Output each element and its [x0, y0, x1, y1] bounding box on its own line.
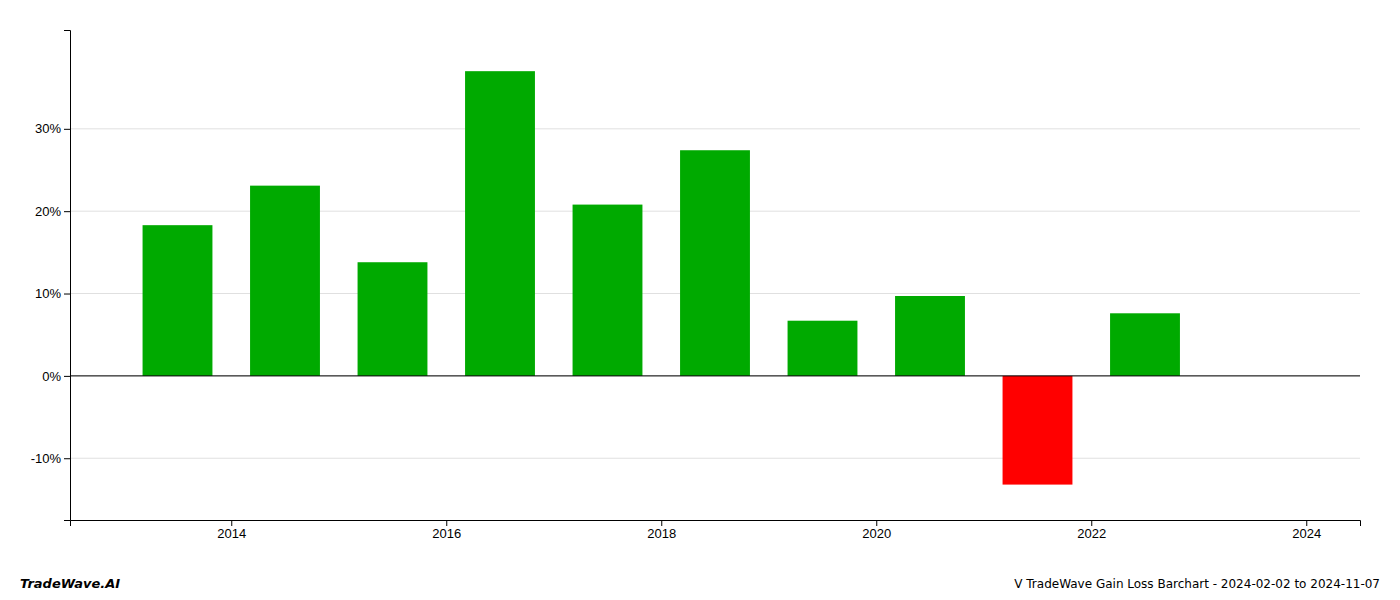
x-tick: 2018: [647, 520, 676, 541]
bar: [250, 186, 320, 376]
x-tick: 2014: [217, 520, 246, 541]
grid: [70, 129, 1360, 458]
x-tick-mark: [446, 520, 447, 526]
y-tick-mark: [64, 211, 70, 212]
y-tick-label: -10%: [31, 451, 62, 466]
x-tick: 2022: [1077, 520, 1106, 541]
plot-area: 2014 2016 2018 2020 2022 2024 -10% 0% 10% 20% 30%: [31, 31, 1361, 542]
bar: [788, 321, 858, 376]
x-axis: 2014 2016 2018 2020 2022 2024: [71, 520, 1361, 541]
y-tick-label: 30%: [35, 121, 61, 136]
y-tick: 10%: [35, 286, 70, 301]
bar: [895, 296, 965, 376]
bar: [465, 71, 535, 376]
y-tick: 0%: [42, 369, 70, 384]
x-tick-label: 2016: [432, 526, 461, 541]
x-tick-mark: [661, 520, 662, 526]
y-tick-mark: [64, 294, 70, 295]
x-tick: 2016: [432, 520, 461, 541]
x-axis-line: [71, 521, 1361, 527]
x-tick-label: 2014: [217, 526, 246, 541]
y-tick-label: 10%: [35, 286, 61, 301]
title: V TradeWave Gain Loss Barchart - 2024-02…: [1014, 577, 1380, 591]
grid-line: [70, 458, 1360, 459]
y-axis-line: [64, 31, 71, 521]
bars: [143, 71, 1180, 484]
x-tick-mark: [1306, 520, 1307, 526]
bar: [358, 262, 428, 376]
x-tick-mark: [231, 520, 232, 526]
y-tick-mark: [64, 129, 70, 130]
y-axis: -10% 0% 10% 20% 30%: [31, 31, 71, 521]
x-tick-label: 2018: [647, 526, 676, 541]
y-tick: 30%: [35, 121, 70, 136]
y-tick-label: 0%: [42, 369, 61, 384]
x-tick-label: 2024: [1292, 526, 1321, 541]
zero-line: [70, 375, 1360, 376]
x-tick-label: 2020: [862, 526, 891, 541]
bar: [1110, 313, 1180, 376]
grid-line: [70, 375, 1360, 376]
bar: [680, 150, 750, 376]
y-tick-label: 20%: [35, 204, 61, 219]
x-tick-mark: [876, 520, 877, 526]
x-tick: 2020: [862, 520, 891, 541]
y-tick-mark: [64, 458, 70, 459]
bar: [1003, 376, 1073, 485]
y-tick-mark: [64, 376, 70, 377]
chart: 2014 2016 2018 2020 2022 2024 -10% 0% 10% 20% 30% V…: [0, 0, 1400, 600]
grid-line: [70, 128, 1360, 129]
x-tick: 2024: [1292, 520, 1321, 541]
y-tick: 20%: [35, 204, 70, 219]
y-tick: -10%: [31, 451, 70, 466]
x-tick-label: 2022: [1077, 526, 1106, 541]
bar: [143, 225, 213, 376]
watermark: TradeWave.AI: [20, 576, 120, 591]
x-tick-mark: [1091, 520, 1092, 526]
bar: [573, 205, 643, 376]
